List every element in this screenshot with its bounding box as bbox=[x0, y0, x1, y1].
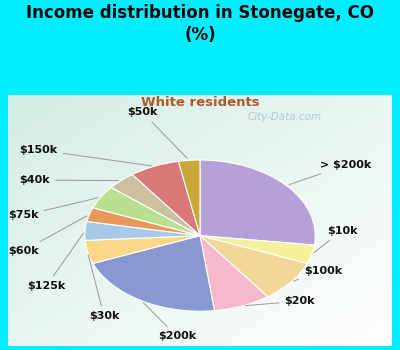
Text: $50k: $50k bbox=[127, 107, 187, 158]
Wedge shape bbox=[178, 160, 200, 236]
Text: $60k: $60k bbox=[8, 216, 87, 256]
Text: $10k: $10k bbox=[314, 226, 357, 253]
Wedge shape bbox=[200, 160, 315, 245]
Wedge shape bbox=[85, 222, 200, 240]
Wedge shape bbox=[85, 236, 200, 264]
Text: $40k: $40k bbox=[20, 175, 118, 185]
Text: $75k: $75k bbox=[8, 198, 98, 220]
Text: $20k: $20k bbox=[245, 296, 315, 306]
Wedge shape bbox=[200, 236, 314, 264]
Text: $150k: $150k bbox=[20, 145, 152, 166]
Text: $200k: $200k bbox=[143, 303, 196, 341]
Text: $100k: $100k bbox=[294, 266, 342, 281]
Wedge shape bbox=[87, 208, 200, 236]
Text: > $200k: > $200k bbox=[289, 160, 372, 185]
Text: White residents: White residents bbox=[141, 96, 259, 109]
Wedge shape bbox=[132, 161, 200, 236]
Wedge shape bbox=[111, 174, 200, 236]
Wedge shape bbox=[200, 236, 268, 310]
Wedge shape bbox=[93, 236, 214, 311]
Text: $30k: $30k bbox=[88, 255, 119, 321]
Text: City-Data.com: City-Data.com bbox=[248, 112, 322, 122]
Text: Income distribution in Stonegate, CO
(%): Income distribution in Stonegate, CO (%) bbox=[26, 4, 374, 44]
Wedge shape bbox=[93, 188, 200, 236]
Wedge shape bbox=[200, 236, 307, 297]
Text: $125k: $125k bbox=[27, 233, 84, 291]
